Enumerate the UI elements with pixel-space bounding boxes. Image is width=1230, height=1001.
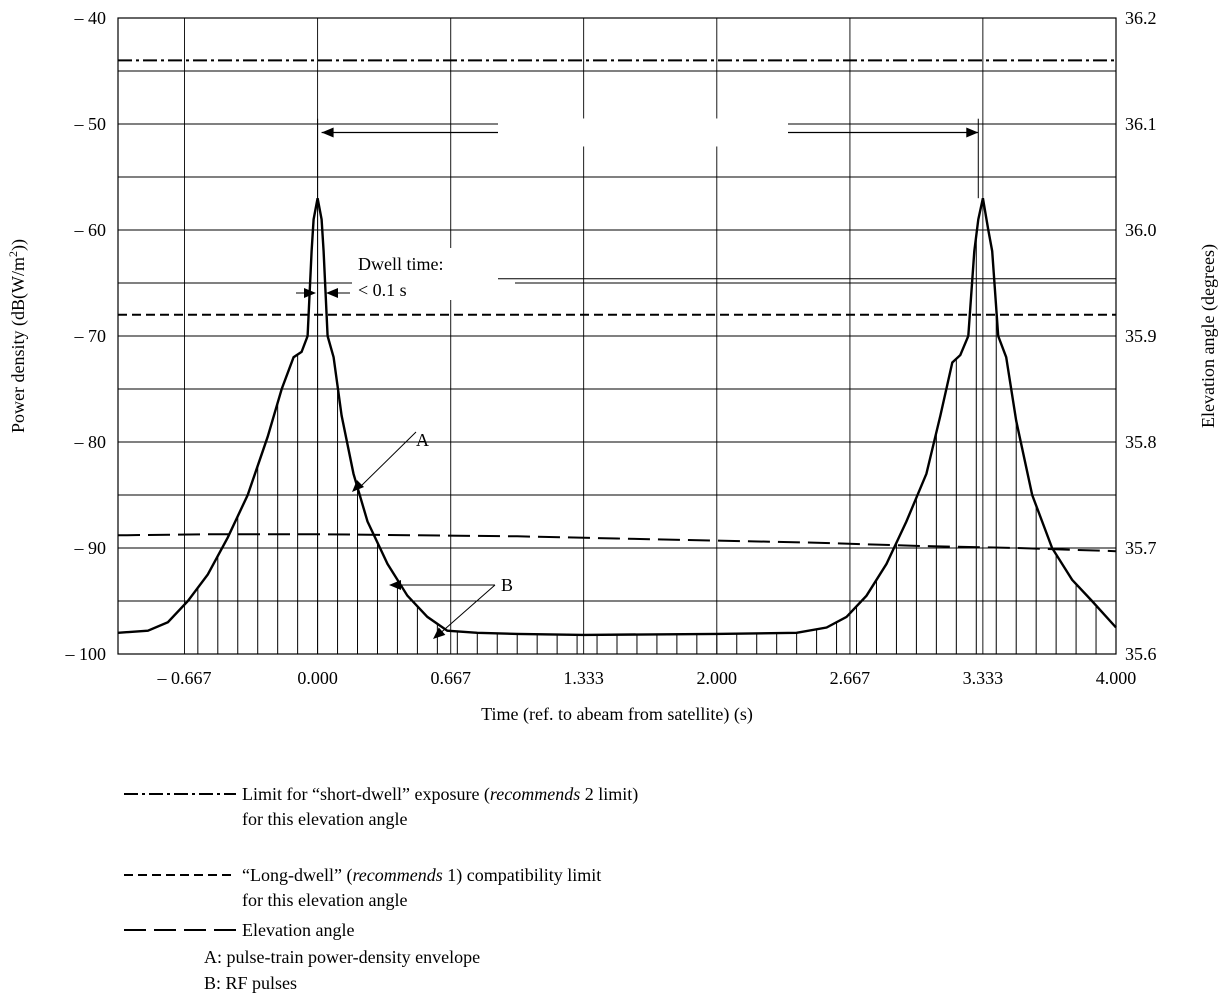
dwell-time-value: < 0.1 s: [358, 280, 407, 300]
x-tick-label: 2.000: [697, 668, 738, 688]
label-b-arrowhead: [433, 627, 446, 639]
x-tick-label: 2.667: [830, 668, 871, 688]
x-axis-label: Time (ref. to abeam from satellite) (s): [481, 704, 753, 725]
y-tick-label-left: – 80: [74, 432, 107, 452]
label-a-arrowhead: [352, 479, 365, 492]
legend-note: A: pulse-train power-density envelope: [204, 947, 480, 967]
x-tick-label: 0.667: [430, 668, 471, 688]
label-b-leader: [436, 584, 496, 637]
y-axis-label-left: Power density (dB(W/m2)): [6, 239, 29, 433]
legend: Limit for “short-dwell” exposure (recomm…: [124, 784, 638, 993]
grid-lines: [118, 18, 1116, 654]
legend-entry-line2: for this elevation angle: [242, 809, 407, 829]
y-tick-label-right: 36.1: [1125, 114, 1157, 134]
period-label-gap: [498, 118, 788, 147]
x-tick-label: 4.000: [1096, 668, 1137, 688]
legend-entry: Limit for “short-dwell” exposure (recomm…: [242, 784, 638, 805]
x-tick-label: 0.000: [297, 668, 338, 688]
dwell-arrow-head: [304, 288, 316, 298]
envelope-line: [117, 197, 1117, 637]
y-tick-label-left: – 90: [74, 538, 107, 558]
x-tick-label: – 0.667: [156, 668, 211, 688]
rf-pulses: [197, 198, 1097, 654]
period-arrow-head: [321, 127, 334, 138]
dwell-time-label: Dwell time:: [358, 254, 443, 274]
y-tick-label-right: 36.2: [1125, 8, 1157, 28]
y-tick-label-left: – 70: [74, 326, 107, 346]
axis-ticks: – 0.667 0.000 0.667 1.333 2.000 2.667 3.333 4.0…: [65, 8, 1157, 688]
y-tick-label-left: – 100: [65, 644, 107, 664]
legend-entry: Elevation angle: [242, 920, 354, 940]
plot-frame: [117, 17, 1117, 655]
x-tick-label: 1.333: [563, 668, 604, 688]
y-axis-label-right: Elevation angle (degrees): [1198, 244, 1219, 428]
annotations: Dwell time: < 0.1 s A B: [296, 118, 1116, 639]
dwell-arrow-head: [326, 288, 338, 298]
series-lines: [117, 59, 1117, 637]
elevation-angle-line: [117, 533, 1117, 553]
y-tick-label-left: – 40: [74, 8, 107, 28]
y-tick-label-left: – 60: [74, 220, 107, 240]
y-tick-label-right: 35.7: [1125, 538, 1157, 558]
legend-entry-line2: for this elevation angle: [242, 890, 407, 910]
label-b-arrowhead: [389, 580, 401, 590]
label-a: A: [416, 430, 429, 450]
y-tick-label-right: 35.8: [1125, 432, 1157, 452]
y-tick-label-left: – 50: [74, 114, 107, 134]
period-arrow-head: [966, 127, 979, 138]
y-tick-label-right: 35.9: [1125, 326, 1157, 346]
label-b: B: [501, 575, 513, 595]
dwell-label-background: [352, 248, 515, 300]
legend-entry: “Long-dwell” (recommends 1) compatibilit…: [242, 865, 601, 886]
x-tick-label: 3.333: [963, 668, 1004, 688]
label-a-leader: [357, 431, 417, 490]
y-tick-label-right: 36.0: [1125, 220, 1157, 240]
legend-note: B: RF pulses: [204, 973, 297, 993]
y-tick-label-right: 35.6: [1125, 644, 1157, 664]
